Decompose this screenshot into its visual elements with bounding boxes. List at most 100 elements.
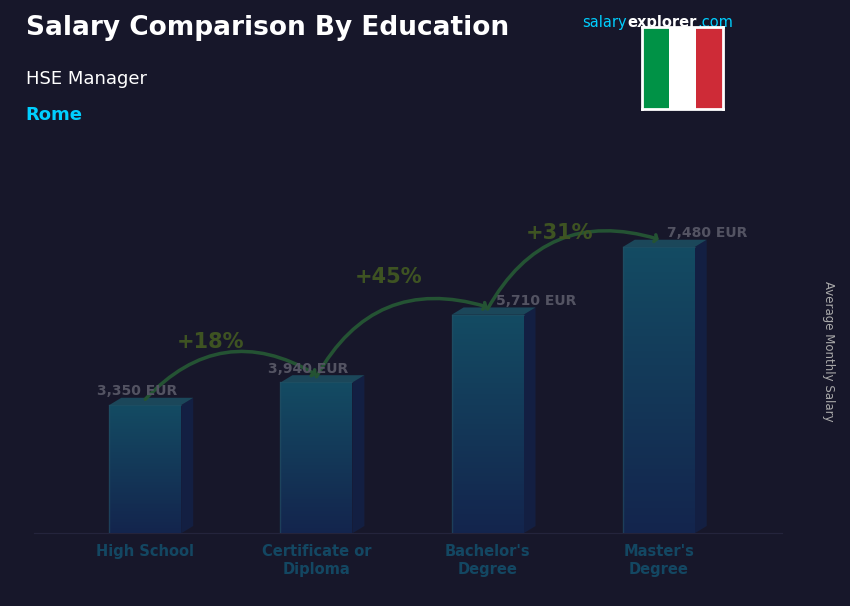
Bar <box>280 484 353 486</box>
Bar <box>110 437 181 439</box>
Bar <box>110 493 181 495</box>
Bar <box>623 376 694 379</box>
Bar <box>110 522 181 524</box>
Bar <box>280 531 353 533</box>
Bar <box>623 501 694 505</box>
Bar <box>451 378 524 381</box>
Bar <box>623 325 694 329</box>
Bar <box>451 457 524 459</box>
Bar <box>280 513 353 514</box>
Bar <box>110 426 181 427</box>
Bar <box>280 462 353 464</box>
Bar <box>280 445 353 447</box>
Bar <box>451 511 524 514</box>
Bar <box>110 427 181 429</box>
Bar <box>451 432 524 435</box>
Bar <box>280 492 353 494</box>
Bar <box>623 398 694 401</box>
Bar <box>451 413 524 416</box>
Bar <box>623 372 694 376</box>
Bar <box>623 315 694 319</box>
Bar <box>451 484 524 487</box>
Bar <box>280 473 353 475</box>
Bar <box>280 516 353 518</box>
Bar <box>110 442 181 444</box>
Bar <box>280 403 353 405</box>
Bar <box>623 473 694 476</box>
Bar <box>623 505 694 508</box>
Bar <box>110 471 181 473</box>
Bar <box>110 527 181 528</box>
Bar <box>623 379 694 383</box>
Bar <box>451 514 524 517</box>
Bar <box>110 528 181 530</box>
Bar <box>451 364 524 367</box>
Bar <box>110 407 181 408</box>
Bar <box>623 479 694 483</box>
Bar <box>110 434 181 436</box>
Text: 7,480 EUR: 7,480 EUR <box>667 226 748 240</box>
Bar <box>451 372 524 375</box>
Bar <box>451 386 524 388</box>
Bar <box>280 467 353 469</box>
Bar <box>451 410 524 413</box>
Bar <box>110 419 181 421</box>
Bar <box>280 430 353 431</box>
Bar <box>110 503 181 504</box>
Bar <box>110 405 181 407</box>
Bar <box>280 522 353 524</box>
Bar <box>623 422 694 426</box>
Bar <box>110 511 181 513</box>
Bar <box>623 347 694 351</box>
Bar <box>623 276 694 279</box>
Bar <box>451 501 524 503</box>
Bar <box>623 308 694 311</box>
Bar <box>623 487 694 490</box>
Bar <box>280 416 353 418</box>
Bar <box>623 344 694 347</box>
Bar <box>623 430 694 433</box>
Bar <box>623 272 694 276</box>
Bar <box>280 469 353 471</box>
Bar <box>623 519 694 522</box>
Bar <box>451 347 524 350</box>
Bar <box>623 447 694 451</box>
Polygon shape <box>280 375 365 382</box>
Bar <box>451 323 524 325</box>
Bar <box>280 399 353 401</box>
Bar <box>280 482 353 484</box>
Bar <box>280 477 353 479</box>
Bar <box>623 394 694 398</box>
Bar <box>451 459 524 462</box>
Bar <box>623 476 694 479</box>
Text: Salary Comparison By Education: Salary Comparison By Education <box>26 15 508 41</box>
Bar <box>451 506 524 508</box>
Bar <box>110 415 181 416</box>
Bar <box>623 250 694 254</box>
Bar <box>451 508 524 511</box>
Bar <box>623 440 694 444</box>
Bar <box>110 461 181 463</box>
Bar <box>623 268 694 272</box>
Bar <box>623 530 694 533</box>
Bar <box>451 448 524 451</box>
Bar <box>451 441 524 443</box>
Bar <box>623 458 694 462</box>
Bar <box>451 476 524 479</box>
Bar <box>280 382 353 384</box>
Bar <box>280 460 353 462</box>
Bar <box>451 405 524 408</box>
Bar <box>451 498 524 501</box>
Bar <box>110 447 181 448</box>
Bar <box>623 494 694 498</box>
Bar <box>110 421 181 423</box>
Bar <box>110 411 181 413</box>
Bar <box>451 427 524 430</box>
Bar <box>451 530 524 533</box>
Bar <box>280 405 353 407</box>
Bar <box>642 27 669 109</box>
Bar <box>669 27 695 109</box>
Bar <box>280 433 353 435</box>
Bar <box>623 408 694 411</box>
Polygon shape <box>110 398 193 405</box>
